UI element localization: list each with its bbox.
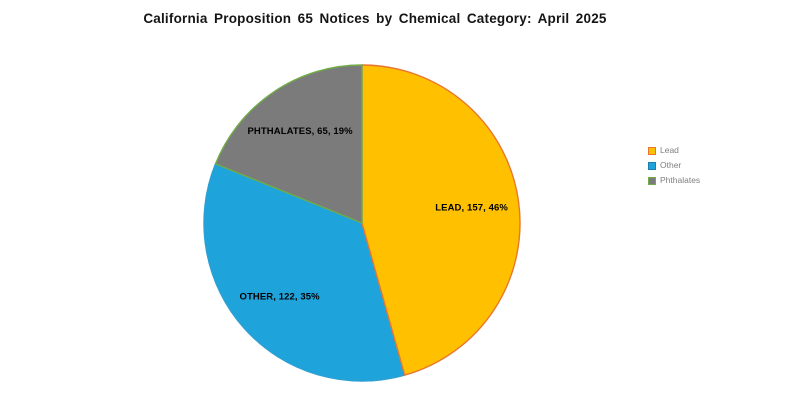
- legend-item-other: Other: [648, 161, 700, 170]
- legend-label: Other: [660, 160, 682, 171]
- legend-marker-icon: [648, 146, 656, 155]
- pie-data-label-phthalates: PHTHALATES, 65, 19%: [247, 126, 353, 137]
- legend-item-phthalates: Phthalates: [648, 176, 700, 185]
- legend-item-lead: Lead: [648, 146, 700, 155]
- pie-slice-lead: [361, 64, 521, 376]
- pie-slice-other: [203, 163, 406, 382]
- chart-legend: Lead Other Phthalates: [648, 146, 700, 185]
- pie-data-label-lead: LEAD, 157, 46%: [435, 202, 508, 213]
- legend-label: Phthalates: [660, 175, 701, 186]
- pie-slice-phthalates: [214, 64, 363, 224]
- pie-data-label-other: OTHER, 122, 35%: [240, 291, 321, 302]
- legend-marker-icon: [648, 176, 656, 185]
- legend-label: Lead: [660, 145, 679, 156]
- chart-title: California Proposition 65 Notices by Che…: [143, 11, 607, 26]
- legend-marker-icon: [648, 161, 656, 170]
